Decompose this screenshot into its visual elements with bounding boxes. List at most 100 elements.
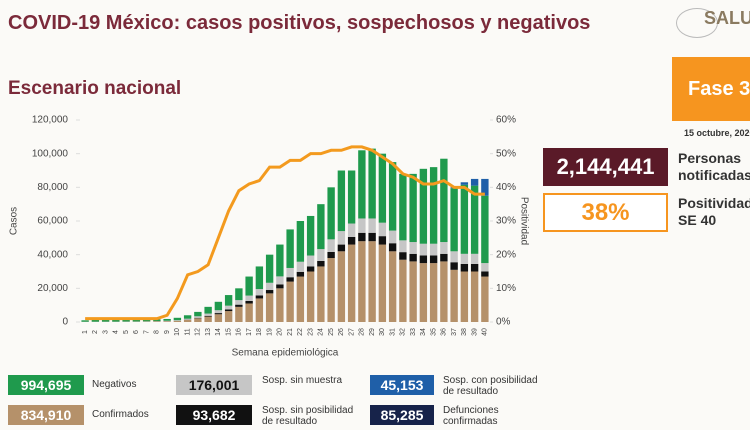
- bar-segment: [388, 162, 397, 231]
- bar-segment: [112, 319, 120, 322]
- bar-segment: [470, 178, 479, 186]
- bar-segment: [306, 215, 315, 256]
- bar-segment: [204, 306, 212, 314]
- bar-segment: [286, 229, 294, 268]
- bar-segment: [142, 319, 151, 322]
- bar-segment: [337, 251, 346, 322]
- bar-segment: [450, 251, 458, 263]
- legend-label: Sosp. con posibilidad de resultado: [443, 375, 538, 397]
- title: COVID-19 México: casos positivos, sospec…: [8, 12, 591, 34]
- bar-segment: [358, 241, 366, 322]
- x-tick-label: 23: [307, 328, 314, 336]
- bar-segment: [286, 281, 294, 322]
- y-tick-label: 80,000: [37, 182, 68, 193]
- bar-segment: [378, 244, 387, 322]
- notified-label: Personas notificadas: [678, 150, 750, 183]
- legend-total: 176,001: [176, 375, 252, 395]
- x-tick-label: 32: [400, 328, 407, 336]
- bar-segment: [470, 263, 479, 272]
- y2-tick-label: 40%: [496, 182, 516, 193]
- x-tick-label: 25: [328, 328, 335, 336]
- bar-segment: [204, 315, 212, 317]
- bar-segment: [286, 267, 294, 278]
- bar-segment: [399, 240, 407, 253]
- bar-segment: [296, 276, 305, 322]
- legend-label: Sosp. sin posibilidad de resultado: [262, 405, 354, 427]
- bar-segment: [337, 170, 346, 232]
- bar-segment: [347, 236, 356, 245]
- bar-segment: [399, 173, 407, 241]
- y2-tick-label: 60%: [496, 115, 516, 126]
- x-tick-label: 29: [369, 328, 376, 336]
- bar-segment: [296, 271, 305, 277]
- bar-segment: [173, 320, 182, 321]
- bar-segment: [450, 188, 458, 252]
- bar-segment: [163, 321, 171, 322]
- bar-segment: [317, 249, 325, 261]
- y-tick-label: 40,000: [37, 249, 68, 260]
- bar-segment: [265, 282, 274, 291]
- y2-tick-label: 10%: [496, 283, 516, 294]
- bar-segment: [91, 319, 100, 322]
- bar-segment: [265, 293, 274, 322]
- x-tick-label: 15: [225, 328, 232, 336]
- y-tick-label: 120,000: [32, 115, 69, 126]
- x-tick-label: 1: [82, 330, 89, 334]
- x-tick-label: 38: [461, 328, 468, 336]
- y2-axis-label: Positividad: [518, 197, 529, 245]
- bar-segment: [265, 290, 274, 294]
- bar-segment: [460, 271, 469, 322]
- bar-segment: [378, 222, 387, 237]
- bar-segment: [470, 185, 479, 254]
- bar-segment: [429, 255, 438, 264]
- bar-segment: [296, 221, 305, 262]
- x-tick-label: 6: [133, 330, 140, 334]
- bar-segment: [306, 271, 315, 322]
- bar-segment: [101, 319, 110, 322]
- x-tick-label: 39: [471, 328, 478, 336]
- x-tick-label: 26: [338, 328, 345, 336]
- x-tick-label: 12: [195, 328, 202, 336]
- x-tick-label: 19: [266, 328, 273, 336]
- bar-segment: [276, 276, 284, 285]
- x-tick-label: 11: [184, 328, 191, 335]
- bar-segment: [235, 300, 243, 305]
- y-tick-label: 20,000: [37, 283, 68, 294]
- bar-segment: [358, 232, 366, 242]
- date: 15 octubre, 2020: [684, 128, 750, 138]
- x-tick-label: 5: [123, 330, 130, 334]
- positivity-line: [85, 145, 485, 321]
- y-tick-label: 60,000: [37, 216, 68, 227]
- bar-segment: [306, 255, 315, 267]
- bar-segment: [409, 253, 417, 262]
- x-tick-label: 7: [143, 330, 150, 334]
- y2-tick-label: 0%: [496, 317, 511, 328]
- bar-segment: [276, 284, 284, 289]
- y2-tick-label: 20%: [496, 249, 516, 260]
- x-tick-label: 28: [359, 328, 366, 336]
- bar-segment: [235, 288, 243, 301]
- legend-label: Negativos: [92, 379, 137, 390]
- bar-segment: [337, 244, 346, 252]
- bar-segment: [388, 230, 397, 244]
- bar-segment: [296, 261, 305, 272]
- bar-segment: [214, 313, 223, 315]
- bar-segment: [460, 263, 469, 272]
- bar-segment: [429, 243, 438, 256]
- bar-segment: [419, 255, 428, 264]
- bar-segment: [317, 266, 325, 322]
- x-tick-label: 3: [102, 330, 109, 334]
- y-axis-label: Casos: [9, 207, 20, 235]
- bar-segment: [327, 251, 335, 259]
- bar-segment: [214, 301, 223, 311]
- x-tick-label: 36: [441, 328, 448, 336]
- bar-segment: [255, 298, 264, 322]
- bar-segment: [368, 241, 376, 322]
- x-tick-label: 10: [174, 328, 181, 336]
- x-tick-label: 13: [205, 328, 212, 336]
- bar-segment: [183, 319, 192, 322]
- x-tick-label: 2: [92, 330, 99, 334]
- bar-segment: [481, 271, 489, 277]
- bar-segment: [81, 320, 89, 322]
- x-tick-label: 21: [287, 328, 294, 336]
